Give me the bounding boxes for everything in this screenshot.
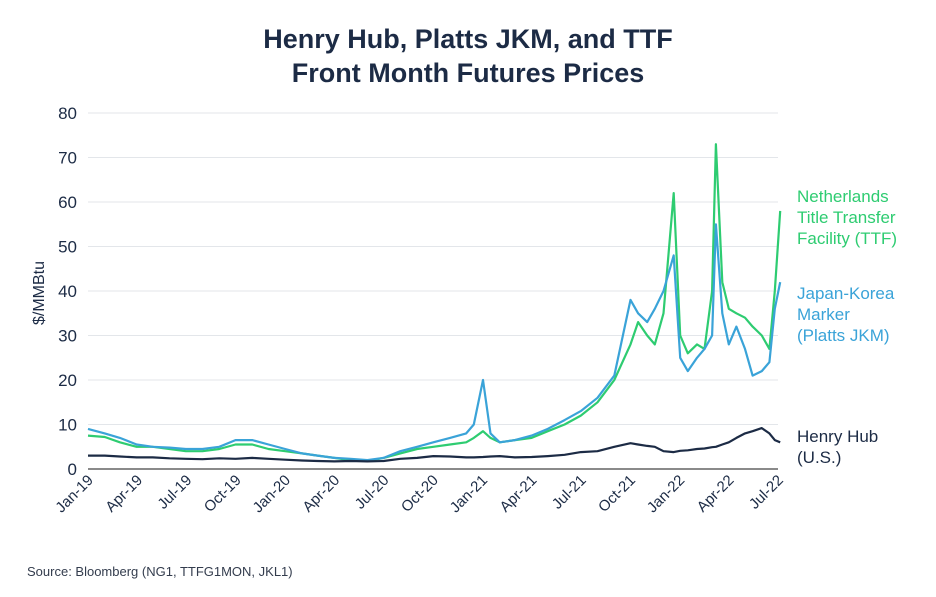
series-line-japan-korea-marker-platts-jkm [87,223,782,462]
chart-subtitle: Front Month Futures Prices [291,58,645,88]
y-tick-label: 0 [68,460,77,479]
y-tick-label: 20 [58,371,77,390]
y-tick-label: 60 [58,193,77,212]
series-label: Marker [797,305,850,324]
series-label: (Platts JKM) [797,326,890,345]
gridlines [88,112,778,470]
series-label: Henry Hub [797,427,878,446]
series-label: (U.S.) [797,448,841,467]
x-tick-label: Jul-20 [352,472,393,513]
x-tick-label: Apr-22 [694,472,738,516]
series-lines [87,143,782,463]
x-tick-label: Jan-21 [447,472,491,516]
y-tick-label: 70 [58,149,77,168]
x-tick-label: Oct-19 [201,472,245,516]
x-tick-label: Jul-22 [746,472,787,513]
x-tick-label: Jan-20 [250,472,294,516]
series-label: Netherlands [797,187,889,206]
y-tick-label: 50 [58,238,77,257]
series-labels: Netherlands Title Transfer Facility (TTF) J… [797,187,897,467]
x-axis: Jan-19 Apr-19 Jul-19 Oct-19 Jan-20 Apr-20 Jul-… [52,472,786,516]
x-tick-label: Jan-22 [644,472,688,516]
line-chart: 0 10 20 30 40 50 60 70 80 Jan-19 Apr-19 Jul-19 Oct-… [31,104,897,516]
x-tick-label: Jul-19 [154,472,195,513]
x-tick-label: Oct-21 [595,472,639,516]
y-tick-label: 40 [58,282,77,301]
series-label: Japan-Korea [797,284,895,303]
chart-title: Henry Hub, Platts JKM, and TTF [263,24,673,54]
x-tick-label: Apr-21 [497,472,541,516]
x-tick-label: Apr-19 [102,472,146,516]
x-tick-label: Oct-20 [398,472,442,516]
source-note: Source: Bloomberg (NG1, TTFG1MON, JKL1) [27,564,293,579]
series-label: Title Transfer [797,208,896,227]
y-axis-label: $/MMBtu [31,261,48,325]
y-tick-label: 10 [58,416,77,435]
y-tick-label: 30 [58,327,77,346]
series-label: Facility (TTF) [797,229,897,248]
x-tick-label: Apr-20 [299,472,343,516]
y-tick-label: 80 [58,104,77,123]
x-tick-label: Jul-21 [549,472,590,513]
series-line-henry-hub-u-s [88,427,781,463]
y-axis: 0 10 20 30 40 50 60 70 80 [58,104,77,479]
